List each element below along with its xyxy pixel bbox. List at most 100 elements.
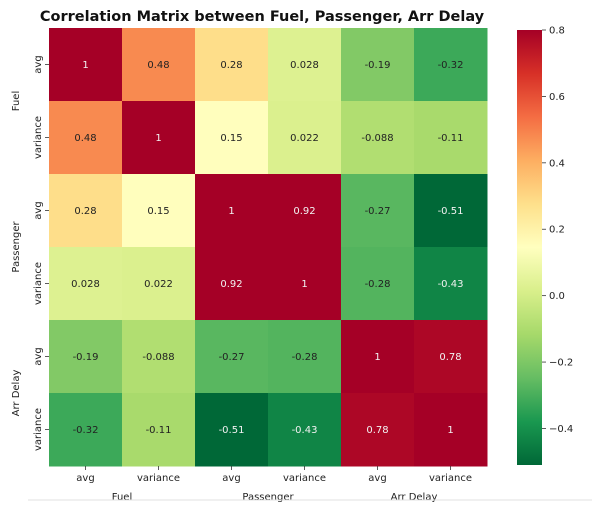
heatmap-cell (122, 101, 196, 175)
heatmap-cell (414, 393, 488, 467)
heatmap-cell (268, 247, 342, 321)
heatmap-cell (268, 174, 342, 248)
heatmap-cell (268, 393, 342, 467)
heatmap-cell (122, 28, 196, 102)
cell-value-label: -0.32 (73, 425, 99, 436)
cell-value-label: 0.48 (74, 133, 96, 144)
x-tick-label: variance (137, 473, 180, 484)
heatmap-cells: 1 0.48 0.28 0.028 -0.19 -0.32 0.48 1 0.15 0.022 -0… (49, 28, 488, 467)
cell-value-label: -0.43 (438, 279, 464, 290)
heatmap-cell (414, 320, 488, 394)
cell-value-label: 0.28 (220, 60, 242, 71)
heatmap-cell (122, 174, 196, 248)
cell-value-label: 0.028 (290, 60, 319, 71)
cell-value-label: -0.32 (438, 60, 464, 71)
heatmap-cell (195, 28, 269, 102)
cell-value-label: 0.022 (144, 279, 173, 290)
cell-value-label: 0.48 (147, 60, 169, 71)
cell-value-label: 1 (374, 352, 380, 363)
x-group-label: Fuel (112, 492, 132, 503)
heatmap-cell (341, 393, 415, 467)
cell-value-label: -0.51 (438, 206, 464, 217)
x-group-label: Arr Delay (391, 492, 438, 503)
cell-value-label: -0.19 (365, 60, 391, 71)
heatmap-cell (195, 101, 269, 175)
cell-value-label: 0.15 (220, 133, 242, 144)
heatmap-cell (414, 101, 488, 175)
heatmap-cell (414, 28, 488, 102)
colorbar-tick-label: 0.4 (549, 158, 565, 169)
colorbar-tick-label: 0.6 (549, 92, 565, 103)
cell-value-label: -0.28 (365, 279, 391, 290)
heatmap-cell (195, 174, 269, 248)
cell-value-label: 0.78 (366, 425, 388, 436)
cell-value-label: 0.78 (439, 352, 461, 363)
cell-value-label: 1 (155, 133, 161, 144)
cell-value-label: -0.27 (365, 206, 391, 217)
cell-value-label: -0.11 (146, 425, 172, 436)
heatmap-cell (49, 393, 123, 467)
cell-value-label: 0.92 (293, 206, 315, 217)
y-group-label: Fuel (11, 91, 22, 111)
chart-title: Correlation Matrix between Fuel, Passeng… (40, 9, 485, 25)
x-group-label: Passenger (242, 492, 294, 503)
colorbar-tick-label: 0.2 (549, 225, 565, 236)
heatmap-cell (49, 320, 123, 394)
heatmap-cell (414, 174, 488, 248)
y-tick-label: variance (33, 262, 44, 305)
cell-value-label: 1 (447, 425, 453, 436)
heatmap-cell (341, 247, 415, 321)
cell-value-label: -0.43 (292, 425, 318, 436)
x-tick-label: variance (429, 473, 472, 484)
y-tick-label: avg (33, 55, 44, 73)
y-tick-label: avg (33, 347, 44, 365)
heatmap-cell (268, 320, 342, 394)
cell-value-label: 1 (228, 206, 234, 217)
x-axis: avg variance avg variance avg variance Fuel Pas… (76, 466, 472, 503)
cell-value-label: 0.028 (71, 279, 100, 290)
colorbar-tick-label: −0.2 (549, 358, 573, 369)
colorbar-tick-label: −0.4 (549, 424, 573, 435)
heatmap-cell (414, 247, 488, 321)
colorbar: −0.4 −0.2 0.0 0.2 0.4 0.6 0.8 (517, 26, 573, 465)
x-tick-label: avg (76, 473, 94, 484)
y-tick-label: variance (33, 408, 44, 451)
heatmap-cell (268, 101, 342, 175)
heatmap-cell (122, 320, 196, 394)
y-group-label: Arr Delay (11, 370, 22, 417)
heatmap-cell (341, 101, 415, 175)
heatmap-cell (49, 28, 123, 102)
cell-value-label: -0.19 (73, 352, 99, 363)
heatmap-cell (195, 247, 269, 321)
cell-value-label: 1 (301, 279, 307, 290)
heatmap-cell (341, 320, 415, 394)
cell-value-label: -0.088 (361, 133, 393, 144)
colorbar-tick-label: 0.8 (549, 26, 565, 37)
y-group-label: Passenger (11, 220, 22, 272)
heatmap-cell (49, 174, 123, 248)
cell-value-label: -0.11 (438, 133, 464, 144)
cell-value-label: -0.088 (142, 352, 174, 363)
cell-value-label: 0.28 (74, 206, 96, 217)
cell-value-label: -0.51 (219, 425, 245, 436)
cell-value-label: -0.28 (292, 352, 318, 363)
x-tick-label: variance (283, 473, 326, 484)
heatmap-cell (195, 320, 269, 394)
heatmap-cell (268, 28, 342, 102)
x-tick-label: avg (222, 473, 240, 484)
y-tick-label: avg (33, 201, 44, 219)
y-tick-label: variance (33, 116, 44, 159)
cell-value-label: -0.27 (219, 352, 245, 363)
heatmap-cell (122, 393, 196, 467)
y-axis: avg variance avg variance avg variance Fuel Pas… (11, 55, 49, 451)
heatmap-cell (49, 101, 123, 175)
heatmap-cell (341, 28, 415, 102)
x-tick-label: avg (368, 473, 386, 484)
heatmap-cell (195, 393, 269, 467)
colorbar-gradient (517, 30, 542, 465)
cell-value-label: 1 (82, 60, 88, 71)
colorbar-tick-label: 0.0 (549, 291, 565, 302)
heatmap-cell (49, 247, 123, 321)
cell-value-label: 0.92 (220, 279, 242, 290)
